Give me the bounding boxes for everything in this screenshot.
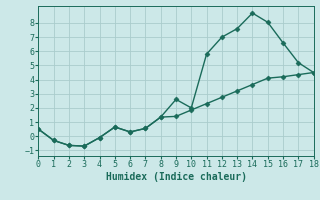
X-axis label: Humidex (Indice chaleur): Humidex (Indice chaleur) [106, 172, 246, 182]
